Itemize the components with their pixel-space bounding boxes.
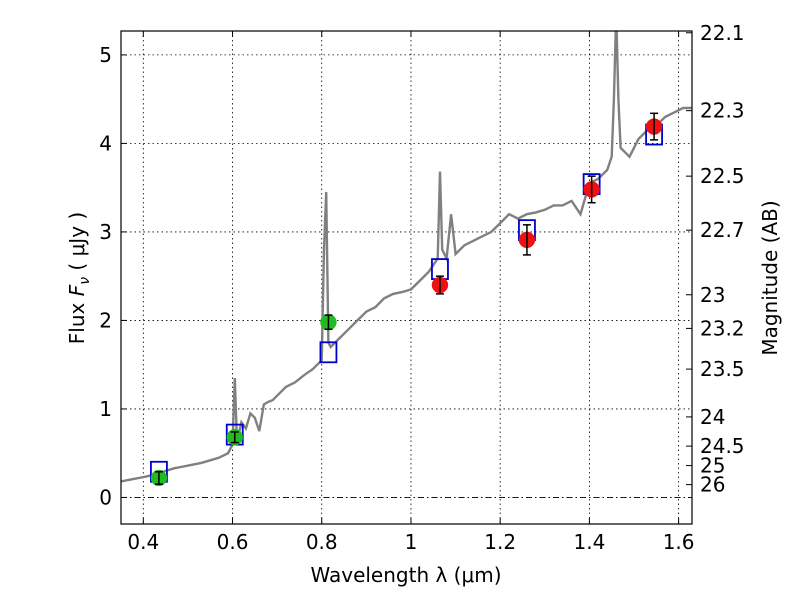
y2-tick-label: 25 [700, 454, 725, 478]
y-axis-title: Flux Fν ( μJy ) [65, 212, 93, 344]
model-spectrum-series [121, 31, 692, 483]
x-tick-label: 0.8 [306, 530, 338, 554]
axis-ticks [121, 31, 692, 524]
x-tick-label: 1.2 [484, 530, 516, 554]
y-axis-title-prefix: Flux [65, 296, 89, 344]
y-tick-label: 5 [99, 43, 112, 67]
y-axis-title-sub: ν [77, 277, 93, 285]
y-tick-label: 3 [99, 220, 112, 244]
y2-tick-label: 22.3 [700, 99, 745, 123]
y-tick-label: 1 [99, 397, 112, 421]
x-tick-label: 1 [405, 530, 418, 554]
y2-tick-label: 23 [700, 283, 725, 307]
tick-labels: 0.4 0.6 0.8 1 1.2 1.4 1.601234522.122.322.522.… [99, 21, 744, 554]
plot-frame [120, 30, 693, 525]
x-tick-label: 0.4 [127, 530, 159, 554]
y2-tick-label: 22.1 [700, 21, 745, 45]
y-tick-label: 2 [99, 308, 112, 332]
observed-points-series [150, 112, 663, 487]
y-axis-title-var: F [65, 284, 89, 296]
y2-tick-label: 22.5 [700, 164, 745, 188]
spectrum-line [121, 31, 692, 483]
y-axis-title-unit: ( μJy ) [65, 212, 89, 277]
grid [121, 31, 692, 524]
y2-tick-label: 24 [700, 405, 725, 429]
y-tick-label: 4 [99, 131, 112, 155]
model-photometry-series [150, 123, 663, 483]
x-tick-label: 1.6 [663, 530, 695, 554]
y2-tick-label: 26 [700, 473, 725, 497]
y-tick-label: 0 [99, 485, 112, 509]
x-tick-label: 0.6 [217, 530, 249, 554]
y2-tick-label: 22.7 [700, 218, 745, 242]
x-axis-title: Wavelength λ (μm) [310, 563, 501, 587]
x-tick-label: 1.4 [573, 530, 605, 554]
y2-tick-label: 24.5 [700, 434, 745, 458]
y2-axis-title: Magnitude (AB) [758, 200, 782, 355]
y2-tick-label: 23.2 [700, 316, 745, 340]
y2-tick-label: 23.5 [700, 357, 745, 381]
model-photometry-square [319, 341, 338, 364]
